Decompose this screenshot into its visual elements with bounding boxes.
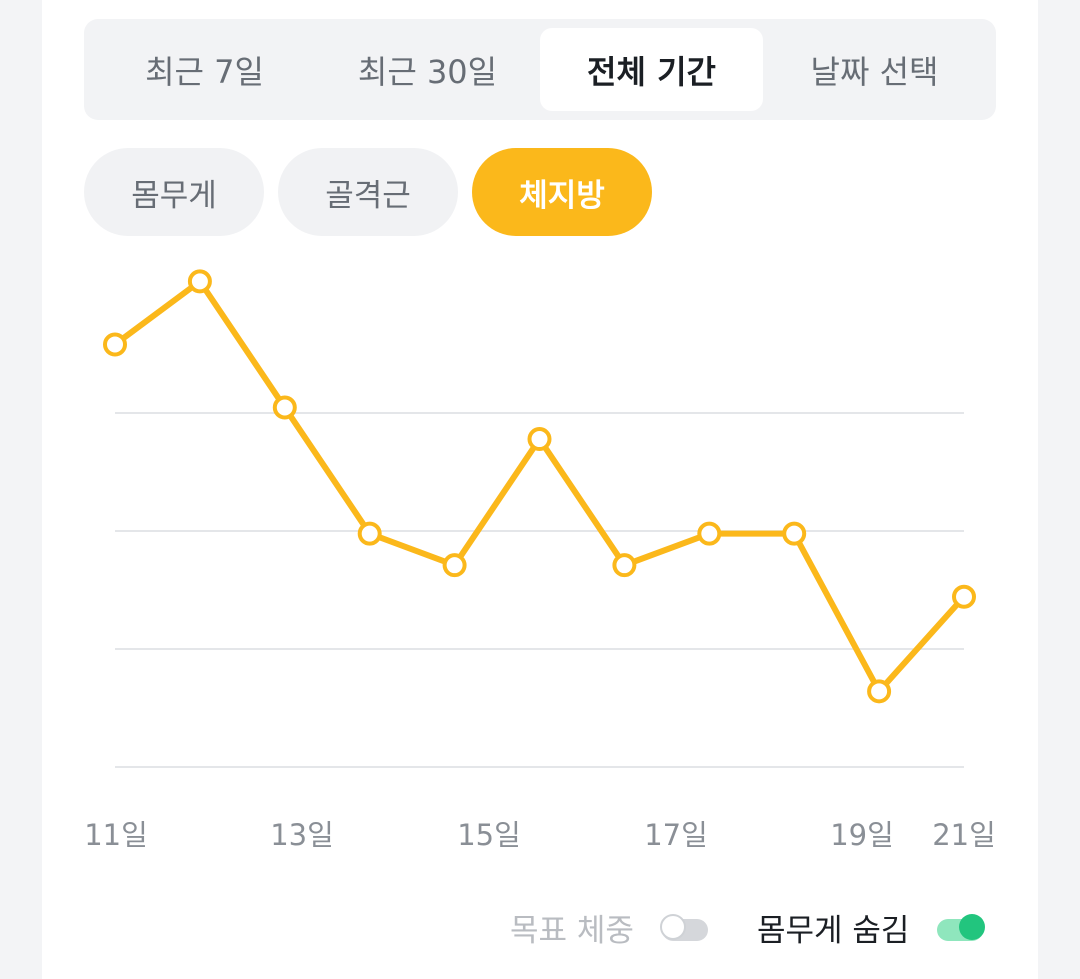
x-tick-label: 21일 xyxy=(932,818,996,852)
chip-body-fat[interactable]: 체지방 xyxy=(472,148,652,236)
chip-weight[interactable]: 몸무게 xyxy=(84,148,264,236)
data-point[interactable] xyxy=(272,395,297,420)
data-point[interactable] xyxy=(527,427,552,452)
goal-weight-switch-knob xyxy=(660,914,686,940)
x-tick-label: 13일 xyxy=(270,818,334,852)
data-point[interactable] xyxy=(952,584,976,609)
data-point[interactable] xyxy=(103,332,127,357)
x-tick-label: 11일 xyxy=(84,818,148,852)
body-fat-line-chart: 11일 13일 15일 17일 19일 21일 xyxy=(84,269,996,852)
chip-skeletal-muscle[interactable]: 골격근 xyxy=(278,148,458,236)
tab-recent-30-days[interactable]: 최근 30일 xyxy=(357,52,498,91)
x-tick-label: 19일 xyxy=(830,818,894,852)
tab-recent-7-days[interactable]: 최근 7일 xyxy=(145,52,264,91)
data-point[interactable] xyxy=(357,521,382,546)
period-segmented-control: 최근 7일 최근 30일 전체 기간 날짜 선택 xyxy=(84,19,996,120)
hide-weight-switch-knob xyxy=(959,914,985,940)
goal-weight-switch[interactable] xyxy=(660,914,708,941)
series-line xyxy=(113,278,967,695)
x-tick-label: 17일 xyxy=(644,818,708,852)
tab-all-period[interactable]: 전체 기간 xyxy=(540,28,763,111)
tab-select-date[interactable]: 날짜 선택 xyxy=(810,52,939,91)
data-point[interactable] xyxy=(782,521,807,546)
goal-weight-toggle-row: 목표 체중 xyxy=(510,905,710,957)
data-point[interactable] xyxy=(442,553,467,578)
hide-weight-switch[interactable] xyxy=(937,914,985,941)
x-tick-label: 15일 xyxy=(457,818,521,852)
hide-weight-label: 몸무게 숨김 xyxy=(757,913,910,949)
data-point[interactable] xyxy=(867,679,892,704)
data-point[interactable] xyxy=(612,553,637,578)
data-point[interactable] xyxy=(697,521,722,546)
hide-weight-toggle-row: 몸무게 숨김 xyxy=(757,905,997,957)
goal-weight-label: 목표 체중 xyxy=(510,913,634,949)
data-point[interactable] xyxy=(187,269,212,294)
